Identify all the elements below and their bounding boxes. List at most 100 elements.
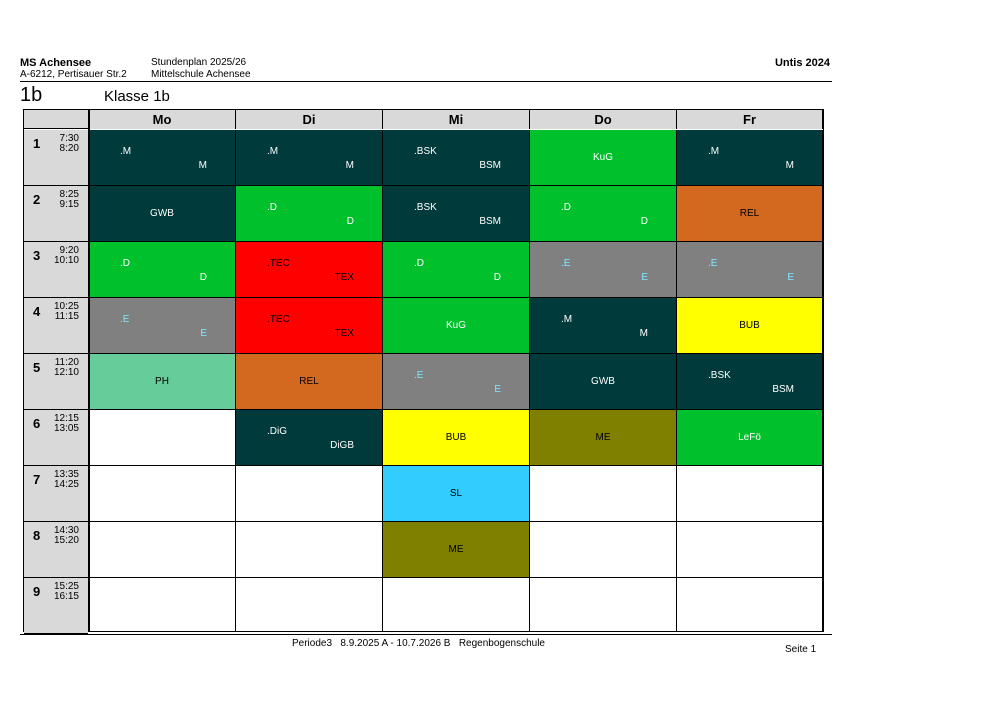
lesson-teacher: E <box>200 328 207 339</box>
lesson-teacher: TEX <box>334 328 354 339</box>
lesson-teacher: BSM <box>479 216 501 227</box>
lesson-block[interactable]: .M M <box>530 298 676 353</box>
timetable-cell[interactable] <box>530 578 677 632</box>
period-time: 10:25 11:15 <box>54 302 79 322</box>
lesson-teacher: D <box>640 216 648 227</box>
timetable-cell[interactable]: .BSK BSM <box>677 354 823 410</box>
lesson-subject: GWB <box>591 376 615 387</box>
lesson-block[interactable]: ME <box>383 522 529 577</box>
lesson-block[interactable]: .E E <box>89 298 235 353</box>
timetable-cell[interactable]: .M M <box>530 298 677 354</box>
timetable-cell[interactable]: GWB <box>89 186 236 242</box>
plan-title: Stundenplan 2025/26 <box>151 57 247 68</box>
lesson-block[interactable]: .D D <box>530 186 676 241</box>
lesson-block[interactable]: .BSK BSM <box>383 130 529 185</box>
lesson-block[interactable]: .E E <box>677 242 822 297</box>
timetable-cell[interactable]: .M M <box>236 130 383 186</box>
lesson-block[interactable]: BUB <box>677 298 822 353</box>
timetable-cell[interactable]: .DiG DiGB <box>236 410 383 466</box>
timetable-cell[interactable]: .TEC TEX <box>236 242 383 298</box>
period-header-6: 6 12:15 13:05 <box>24 410 88 466</box>
lesson-block[interactable]: GWB <box>89 186 235 241</box>
timetable-cell[interactable] <box>89 522 236 578</box>
timetable-cell[interactable] <box>236 578 383 632</box>
period-end: 14:25 <box>53 479 79 490</box>
day-header-mo: Mo <box>89 110 236 129</box>
timetable-cell[interactable] <box>383 578 530 632</box>
timetable-cell[interactable]: .M M <box>677 130 823 186</box>
timetable-cell[interactable] <box>236 522 383 578</box>
timetable-cell[interactable]: .E E <box>677 242 823 298</box>
lesson-block[interactable]: .TEC TEX <box>236 298 382 353</box>
lesson-block[interactable]: .BSK BSM <box>383 186 529 241</box>
timetable-cell[interactable]: ME <box>530 410 677 466</box>
timetable-cell[interactable] <box>89 578 236 632</box>
lesson-block[interactable]: .DiG DiGB <box>236 410 382 465</box>
lesson-block[interactable]: .BSK BSM <box>677 354 822 409</box>
lesson-block[interactable]: PH <box>89 354 235 409</box>
timetable-cell[interactable]: .D D <box>89 242 236 298</box>
lesson-block[interactable]: GWB <box>530 354 676 409</box>
timetable-cell[interactable] <box>677 578 823 632</box>
timetable-cell[interactable]: REL <box>236 354 383 410</box>
timetable-cell[interactable]: .BSK BSM <box>383 130 530 186</box>
timetable-cell[interactable]: .E E <box>383 354 530 410</box>
timetable-cell[interactable] <box>677 466 823 522</box>
period-number: 1 <box>33 136 41 151</box>
lesson-block[interactable]: KuG <box>383 298 529 353</box>
lesson-block[interactable]: .E E <box>383 354 529 409</box>
timetable-cell[interactable]: .E E <box>530 242 677 298</box>
timetable-cell[interactable]: .TEC TEX <box>236 298 383 354</box>
timetable-cell[interactable]: ME <box>383 522 530 578</box>
timetable-cell[interactable] <box>89 410 236 466</box>
period-time: 7:30 8:20 <box>60 134 79 154</box>
timetable-cell[interactable]: .BSK BSM <box>383 186 530 242</box>
timetable-cell[interactable]: GWB <box>530 354 677 410</box>
timetable-cell[interactable]: .D D <box>383 242 530 298</box>
period-time: 15:25 16:15 <box>54 582 79 602</box>
timetable-cell[interactable]: LeFö <box>677 410 823 466</box>
timetable-cell[interactable] <box>530 466 677 522</box>
lesson-block[interactable]: .M M <box>677 130 822 185</box>
lesson-block[interactable]: .TEC TEX <box>236 242 382 297</box>
timetable-cell[interactable]: REL <box>677 186 823 242</box>
lesson-block[interactable]: .E E <box>530 242 676 297</box>
timetable-cell[interactable]: PH <box>89 354 236 410</box>
lesson-block[interactable]: .D D <box>236 186 382 241</box>
timetable-cell[interactable] <box>89 466 236 522</box>
lesson-subject: .BSK <box>708 370 731 381</box>
period-number: 9 <box>33 584 41 599</box>
lesson-block[interactable]: .M M <box>236 130 382 185</box>
timetable-cell[interactable]: SL <box>383 466 530 522</box>
lesson-block[interactable]: ME <box>530 410 676 465</box>
period-start: 10:25 <box>53 301 79 312</box>
timetable-cell[interactable]: BUB <box>677 298 823 354</box>
timetable-cell[interactable] <box>236 466 383 522</box>
timetable-cell[interactable]: .D D <box>530 186 677 242</box>
lesson-block[interactable]: SL <box>383 466 529 521</box>
lesson-subject: .M <box>267 146 279 157</box>
lesson-teacher: E <box>641 272 648 283</box>
period-number: 5 <box>33 360 41 375</box>
lesson-block[interactable]: .M M <box>89 130 235 185</box>
lesson-block[interactable]: REL <box>236 354 382 409</box>
lesson-block[interactable]: KuG <box>530 130 676 185</box>
period-end: 8:20 <box>59 143 79 154</box>
timetable-cell[interactable]: KuG <box>530 130 677 186</box>
timetable-cell[interactable]: .D D <box>236 186 383 242</box>
lesson-block[interactable]: LeFö <box>677 410 822 465</box>
footer-info: Periode3 8.9.2025 A - 10.7.2026 B Regenb… <box>292 638 545 649</box>
timetable-cell[interactable]: BUB <box>383 410 530 466</box>
lesson-block[interactable]: .D D <box>89 242 235 297</box>
timetable-cell[interactable]: .E E <box>89 298 236 354</box>
timetable-cell[interactable] <box>677 522 823 578</box>
lesson-block[interactable]: REL <box>677 186 822 241</box>
period-header-8: 8 14:30 15:20 <box>24 522 88 578</box>
timetable-cell[interactable] <box>530 522 677 578</box>
lesson-block[interactable]: BUB <box>383 410 529 465</box>
timetable-cell[interactable]: KuG <box>383 298 530 354</box>
lesson-block[interactable]: .D D <box>383 242 529 297</box>
period-start: 8:25 <box>59 189 79 200</box>
timetable-cell[interactable]: .M M <box>89 130 236 186</box>
footer-period: Periode3 <box>292 638 333 649</box>
